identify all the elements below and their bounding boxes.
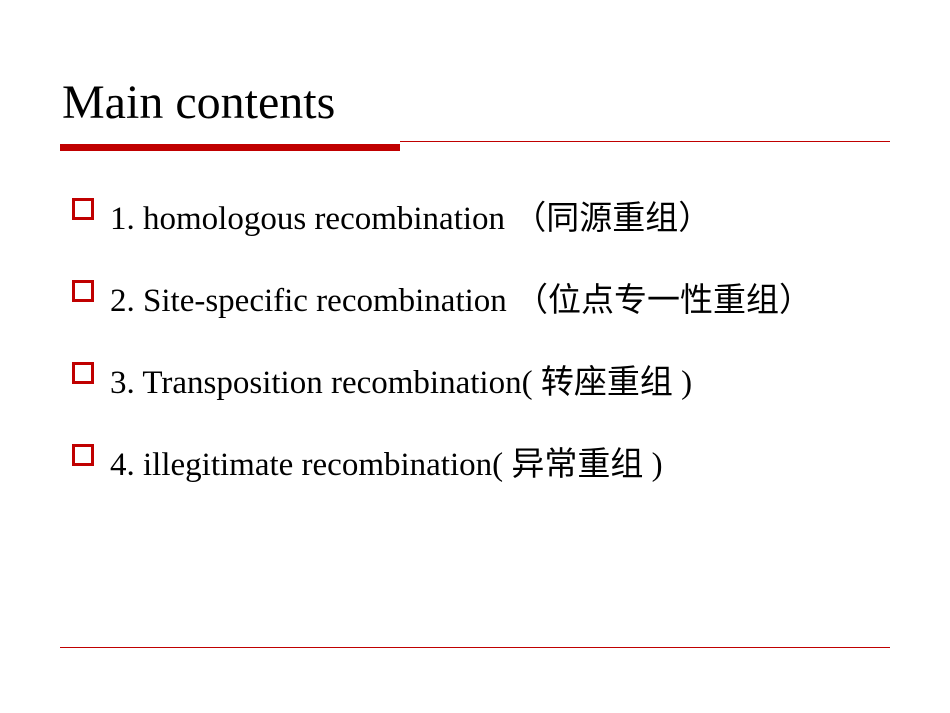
item-text: 1. homologous recombination （同源重组） <box>110 191 711 247</box>
square-bullet-icon <box>72 198 94 220</box>
bottom-divider <box>60 647 890 648</box>
item-text: 2. Site-specific recombination （位点专一性重组） <box>110 273 812 329</box>
content-list: 1. homologous recombination （同源重组） 2. Si… <box>60 191 890 493</box>
square-bullet-icon <box>72 362 94 384</box>
item-text: 4. illegitimate recombination( 异常重组 ) <box>110 437 663 493</box>
list-item: 1. homologous recombination （同源重组） <box>72 191 890 247</box>
list-item: 4. illegitimate recombination( 异常重组 ) <box>72 437 890 493</box>
item-text: 3. Transposition recombination( 转座重组 ) <box>110 355 692 411</box>
list-item: 3. Transposition recombination( 转座重组 ) <box>72 355 890 411</box>
square-bullet-icon <box>72 444 94 466</box>
thick-underline <box>60 144 400 151</box>
slide-title: Main contents <box>60 75 890 130</box>
list-item: 2. Site-specific recombination （位点专一性重组） <box>72 273 890 329</box>
square-bullet-icon <box>72 280 94 302</box>
title-underline <box>60 138 890 156</box>
thin-underline <box>400 141 890 142</box>
slide-container: Main contents 1. homologous recombinatio… <box>0 0 950 493</box>
